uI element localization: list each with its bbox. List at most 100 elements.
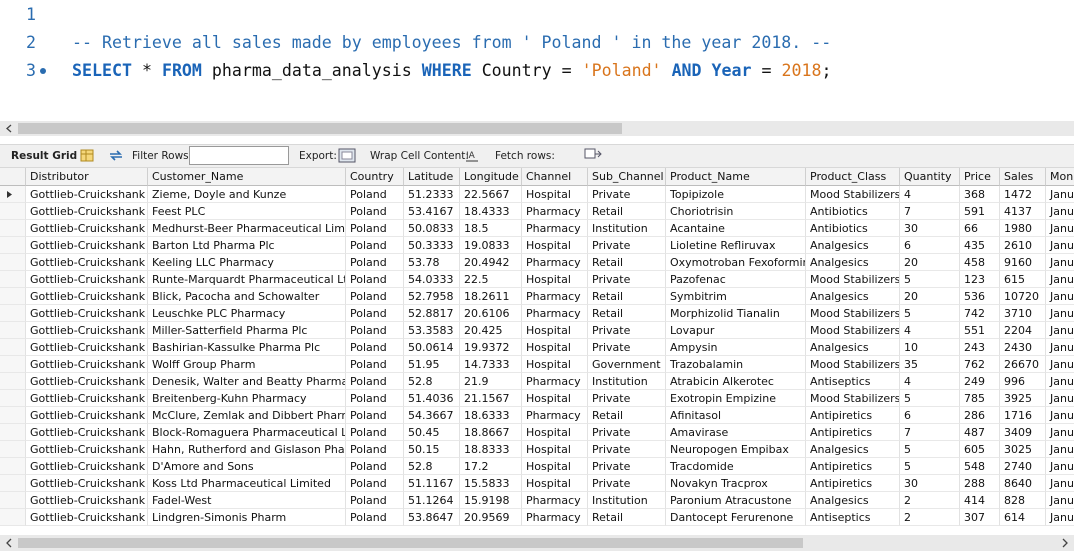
table-cell: Retail [588,203,666,220]
refresh-icon[interactable] [108,149,124,162]
grid-icon[interactable] [80,149,94,162]
table-cell: Leuschke PLC Pharmacy [148,305,346,322]
table-cell: Analgesics [806,237,900,254]
fetch-label: Fetch rows: [495,150,555,162]
filter-input[interactable] [189,146,289,165]
row-marker [0,407,26,424]
filter-label: Filter Rows: [132,150,193,162]
table-cell: Antibiotics [806,220,900,237]
scroll-left[interactable] [5,538,13,548]
table-cell: Janu [1046,305,1074,322]
fetch-icon[interactable] [584,148,602,161]
table-cell: Janu [1046,203,1074,220]
table-cell: Janu [1046,492,1074,509]
table-cell: Barton Ltd Pharma Plc [148,237,346,254]
table-cell: Gottlieb-Cruickshank [26,288,148,305]
wrap-icon[interactable]: IA [465,149,479,162]
line-number: 3 [26,61,36,80]
editor-scrollbar[interactable] [0,121,1074,136]
table-cell: Poland [346,186,404,203]
table-cell: 5 [900,458,960,475]
table-cell: Poland [346,407,404,424]
sql-token: Year [711,61,752,80]
table-cell: 50.45 [404,424,460,441]
table-cell: 50.0833 [404,220,460,237]
table-cell: Government [588,356,666,373]
table-cell: 5 [900,305,960,322]
column-header: Distributor [26,168,148,186]
table-cell: Pharmacy [522,305,588,322]
table-cell: Gottlieb-Cruickshank [26,237,148,254]
table-cell: 20.425 [460,322,522,339]
table-cell: Gottlieb-Cruickshank [26,373,148,390]
svg-text:IA: IA [466,151,476,161]
table-cell: Retail [588,407,666,424]
table-cell: Choriotrisin [666,203,806,220]
table-cell: 1716 [1000,407,1046,424]
table-cell: 5 [900,441,960,458]
table-cell: Hospital [522,441,588,458]
column-header: Mon [1046,168,1074,186]
row-marker [0,373,26,390]
table-cell: Bashirian-Kassulke Pharma Plc [148,339,346,356]
table-cell: 18.2611 [460,288,522,305]
table-cell: Private [588,186,666,203]
table-cell: Trazobalamin [666,356,806,373]
table-cell: Poland [346,356,404,373]
row-header-corner [0,168,26,186]
table-cell: Janu [1046,186,1074,203]
table-cell: Gottlieb-Cruickshank [26,203,148,220]
table-cell: 51.2333 [404,186,460,203]
table-cell: 19.9372 [460,339,522,356]
table-cell: 307 [960,509,1000,526]
table-cell: Breitenberg-Kuhn Pharmacy [148,390,346,407]
table-cell: Ampysin [666,339,806,356]
scroll-left[interactable] [5,124,13,133]
table-cell: Exotropin Empizine [666,390,806,407]
table-cell: 9160 [1000,254,1046,271]
sql-token: ; [821,61,832,80]
table-cell: 7 [900,424,960,441]
row-marker [0,322,26,339]
column-header: Customer_Name [148,168,346,186]
table-cell: Poland [346,458,404,475]
table-cell: 2 [900,492,960,509]
table-cell: Symbitrim [666,288,806,305]
table-cell: Block-Romaguera Pharmaceutical Limi... [148,424,346,441]
scroll-thumb[interactable] [18,538,803,548]
table-cell: 1472 [1000,186,1046,203]
table-cell: Gottlieb-Cruickshank [26,407,148,424]
table-cell: Mood Stabilizers [806,186,900,203]
table-cell: 828 [1000,492,1046,509]
line-number: 1 [26,5,36,24]
table-cell: Hospital [522,322,588,339]
sql-editor[interactable]: 1 2 3 -- Retrieve all sales made by empl… [0,0,1074,120]
table-cell: Feest PLC [148,203,346,220]
sql-token: Country [481,61,552,80]
result-grid-tab[interactable]: Result Grid [11,150,78,162]
table-cell: Gottlieb-Cruickshank [26,492,148,509]
table-cell: 5 [900,390,960,407]
table-cell: 20.4942 [460,254,522,271]
table-cell: 4 [900,322,960,339]
export-icon[interactable] [338,148,356,163]
scroll-right[interactable] [1061,538,1069,548]
table-cell: 4 [900,373,960,390]
table-cell: Amavirase [666,424,806,441]
row-marker [0,339,26,356]
grid-scrollbar[interactable] [0,535,1074,551]
table-cell: 1980 [1000,220,1046,237]
sql-token: 2018 [781,61,822,80]
table-cell: Janu [1046,271,1074,288]
table-cell: Miller-Satterfield Pharma Plc [148,322,346,339]
table-cell: Janu [1046,322,1074,339]
table-cell: 10 [900,339,960,356]
table-cell: Morphizolid Tianalin [666,305,806,322]
table-cell: Private [588,322,666,339]
table-cell: 53.78 [404,254,460,271]
table-cell: 20 [900,254,960,271]
scroll-thumb[interactable] [18,123,622,134]
table-cell: Hospital [522,475,588,492]
table-cell: 52.7958 [404,288,460,305]
result-grid[interactable]: Distributor Customer_Name Country Latitude L… [0,168,1074,534]
